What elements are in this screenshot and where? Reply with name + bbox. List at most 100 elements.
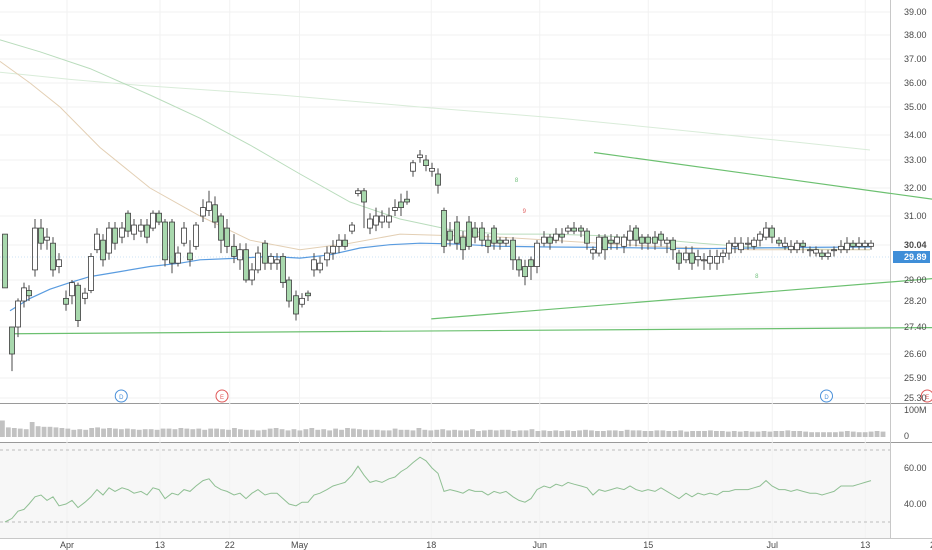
candle[interactable] <box>738 242 744 251</box>
trend-line-support[interactable] <box>12 325 932 335</box>
candle[interactable] <box>447 230 453 241</box>
candles[interactable] <box>2 150 874 372</box>
candle[interactable] <box>268 256 274 264</box>
candle[interactable] <box>460 236 466 251</box>
candle[interactable] <box>324 252 330 261</box>
candle[interactable] <box>707 256 713 264</box>
candle[interactable] <box>788 245 794 251</box>
earnings-marker[interactable]: E <box>215 389 229 403</box>
candle[interactable] <box>813 249 819 254</box>
candle[interactable] <box>714 256 720 264</box>
candle[interactable] <box>701 259 707 262</box>
candle[interactable] <box>69 282 75 297</box>
candle[interactable] <box>379 215 385 223</box>
candle[interactable] <box>602 236 608 251</box>
time-tick-label[interactable]: Apr <box>60 540 74 550</box>
time-tick-label[interactable]: Jun <box>532 540 547 550</box>
time-tick-label[interactable]: 15 <box>643 540 653 550</box>
candle[interactable] <box>553 233 559 241</box>
candle[interactable] <box>868 242 874 247</box>
candle[interactable] <box>249 269 255 281</box>
time-axis[interactable]: Apr1322May18Jun15Jul1322Aug17Sep <box>60 540 932 550</box>
candle[interactable] <box>441 209 447 247</box>
candle[interactable] <box>305 292 311 297</box>
candle[interactable] <box>15 300 21 328</box>
candle[interactable] <box>280 256 286 284</box>
time-tick-label[interactable]: 13 <box>155 540 165 550</box>
candle[interactable] <box>156 212 162 223</box>
candle[interactable] <box>131 224 137 235</box>
candle[interactable] <box>342 239 348 247</box>
candle[interactable] <box>472 227 478 238</box>
candle[interactable] <box>751 239 757 247</box>
candle[interactable] <box>26 290 32 297</box>
candle[interactable] <box>800 242 806 247</box>
candle[interactable] <box>732 242 738 247</box>
candle[interactable] <box>144 224 150 238</box>
candle[interactable] <box>485 239 491 247</box>
candle[interactable] <box>670 239 676 251</box>
candle[interactable] <box>100 239 106 261</box>
candle[interactable] <box>819 252 825 257</box>
candle[interactable] <box>218 215 224 241</box>
candle[interactable] <box>82 292 88 299</box>
candle[interactable] <box>237 249 243 261</box>
candle[interactable] <box>317 262 323 271</box>
candle[interactable] <box>206 201 212 211</box>
candle[interactable] <box>745 242 751 245</box>
candle[interactable] <box>541 236 547 244</box>
candle[interactable] <box>454 221 460 244</box>
candle[interactable] <box>726 242 732 254</box>
candle[interactable] <box>38 227 44 244</box>
candle[interactable] <box>106 227 112 254</box>
candle[interactable] <box>763 227 769 238</box>
candle[interactable] <box>516 259 522 271</box>
candle[interactable] <box>200 207 206 217</box>
candle[interactable] <box>311 259 317 271</box>
time-tick-label[interactable]: 22 <box>225 540 235 550</box>
candle[interactable] <box>224 227 230 247</box>
candle[interactable] <box>150 212 156 229</box>
candle[interactable] <box>621 236 627 247</box>
candle[interactable] <box>652 236 658 244</box>
candle[interactable] <box>776 239 782 244</box>
time-tick-label[interactable]: 18 <box>426 540 436 550</box>
candle[interactable] <box>21 287 27 302</box>
candle[interactable] <box>286 279 292 302</box>
candle[interactable] <box>274 259 280 264</box>
candle[interactable] <box>844 242 850 251</box>
candle[interactable] <box>355 190 361 195</box>
candle[interactable] <box>825 252 831 257</box>
candle[interactable] <box>466 221 472 247</box>
candle[interactable] <box>831 249 837 252</box>
candle[interactable] <box>479 227 485 241</box>
candle[interactable] <box>522 266 528 278</box>
candle[interactable] <box>386 215 392 223</box>
candle[interactable] <box>794 242 800 251</box>
candle[interactable] <box>491 227 497 244</box>
candle[interactable] <box>850 242 856 247</box>
candle[interactable] <box>695 256 701 261</box>
trend-lines[interactable] <box>12 151 932 335</box>
candle[interactable] <box>423 159 429 166</box>
candle[interactable] <box>138 224 144 232</box>
candle[interactable] <box>88 256 94 291</box>
candle[interactable] <box>56 259 62 267</box>
candle[interactable] <box>497 239 503 244</box>
candle[interactable] <box>373 215 379 226</box>
candle[interactable] <box>658 233 664 241</box>
candle[interactable] <box>404 198 410 203</box>
candle[interactable] <box>187 252 193 261</box>
candle[interactable] <box>293 295 299 315</box>
candle[interactable] <box>169 221 175 264</box>
candle[interactable] <box>614 236 620 244</box>
candle[interactable] <box>212 204 218 223</box>
candle[interactable] <box>262 242 268 264</box>
candle[interactable] <box>683 252 689 261</box>
candle[interactable] <box>410 162 416 172</box>
candle[interactable] <box>838 245 844 251</box>
candle[interactable] <box>547 236 553 244</box>
candle[interactable] <box>559 233 565 238</box>
candle[interactable] <box>769 227 775 238</box>
